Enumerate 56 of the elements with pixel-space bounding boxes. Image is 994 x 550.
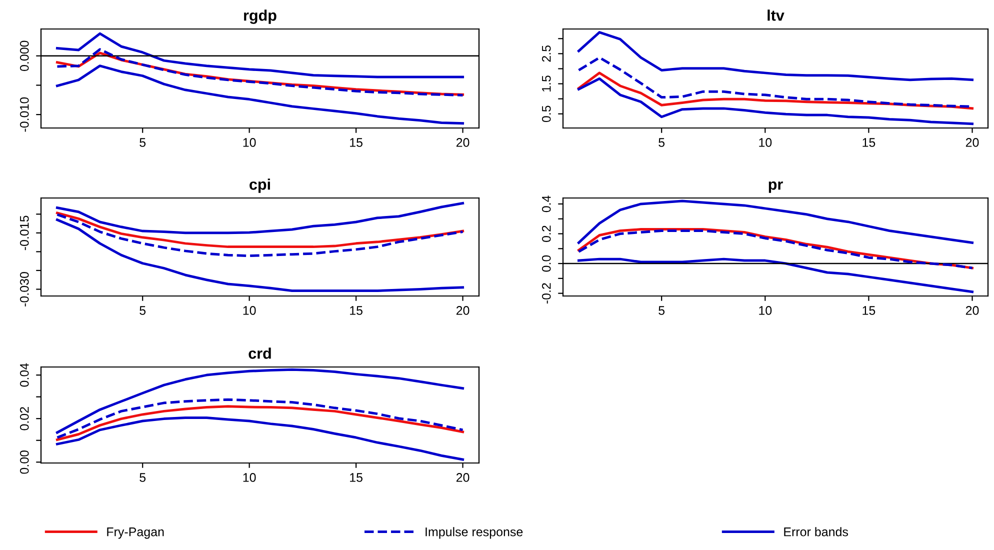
- line-series: [577, 258, 974, 294]
- line-series: [56, 32, 464, 78]
- x-tick-label: 15: [350, 138, 362, 147]
- y-tick-label: 0.0: [542, 255, 551, 272]
- y-tick-label: 0.04: [20, 363, 29, 387]
- x-tick-label: 5: [140, 138, 146, 147]
- y-tick-label: 2.5: [542, 46, 551, 62]
- chart-title: rgdp: [244, 10, 276, 24]
- x-tick-label: 10: [759, 138, 772, 147]
- x-tick-label: 20: [456, 306, 470, 315]
- x-tick-label: 15: [862, 306, 876, 315]
- chart-title: cpi: [250, 178, 270, 193]
- line-series: [577, 200, 974, 244]
- line-series: [577, 77, 974, 126]
- x-tick-label: 5: [658, 306, 665, 315]
- x-tick-label: 15: [350, 306, 362, 315]
- line-series: [577, 31, 974, 82]
- line-series: [56, 213, 464, 258]
- y-tick-label: 0.5: [542, 106, 551, 122]
- legend-label: Fry-Pagan: [107, 528, 164, 539]
- chart-title: pr: [768, 181, 783, 193]
- line-series: [56, 202, 464, 234]
- y-tick-label: 0.02: [20, 407, 29, 430]
- x-tick-label: 20: [966, 306, 979, 315]
- line-series: [56, 218, 464, 292]
- line-series: [56, 212, 464, 248]
- y-tick-label: 0.2: [542, 226, 551, 242]
- legend-label: Error bands: [784, 527, 848, 536]
- x-tick-label: 20: [456, 473, 470, 482]
- line-series: [56, 64, 464, 125]
- x-tick-label: 5: [140, 473, 146, 482]
- y-tick-label: -0.030: [20, 272, 29, 306]
- x-tick-label: 10: [759, 306, 772, 315]
- line-series: [56, 368, 464, 434]
- y-tick-label: -0.2: [542, 283, 551, 304]
- x-tick-label: 10: [243, 306, 256, 315]
- x-tick-label: 15: [350, 473, 362, 482]
- y-tick-label: 0.000: [20, 40, 29, 72]
- y-tick-label: 0.00: [20, 450, 29, 474]
- x-tick-label: 10: [243, 473, 256, 482]
- y-tick-label: -0.015: [20, 216, 29, 250]
- x-tick-label: 15: [862, 138, 876, 147]
- chart-title: ltv: [768, 10, 784, 21]
- line-series: [56, 405, 464, 441]
- x-tick-label: 20: [966, 138, 979, 147]
- line-series: [56, 398, 464, 439]
- legend-label: Impulse response: [426, 527, 523, 539]
- chart-title: crd: [248, 348, 271, 359]
- x-tick-label: 10: [243, 138, 256, 147]
- y-tick-label: -0.010: [20, 97, 29, 132]
- x-tick-label: 20: [456, 138, 470, 147]
- line-series: [56, 416, 464, 461]
- y-tick-label: 0.4: [542, 196, 551, 212]
- x-tick-label: 5: [658, 138, 665, 147]
- y-tick-label: 1.5: [542, 76, 551, 92]
- x-tick-label: 5: [140, 306, 146, 315]
